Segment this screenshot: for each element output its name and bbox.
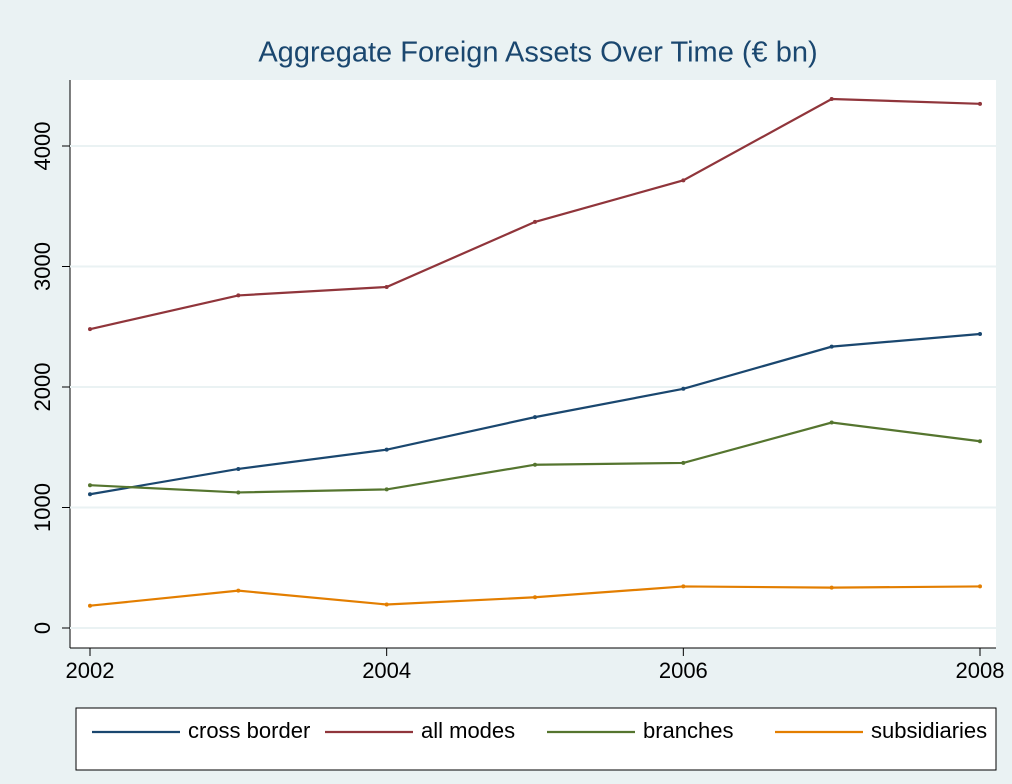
point: [88, 492, 92, 497]
point: [384, 602, 389, 607]
point: [681, 460, 686, 465]
y-tick-label: 3000: [30, 242, 55, 291]
point: [681, 584, 686, 589]
point: [384, 487, 389, 492]
chart-title: Aggregate Foreign Assets Over Time (€ bn…: [258, 37, 817, 69]
point: [978, 439, 982, 444]
point: [681, 178, 686, 183]
x-tick-label: 2004: [362, 658, 411, 683]
x-tick-label: 2002: [66, 658, 115, 683]
point: [829, 585, 834, 590]
point: [978, 331, 982, 336]
legend-label: branches: [643, 718, 734, 743]
point: [236, 490, 241, 495]
point: [88, 327, 92, 332]
point: [236, 466, 241, 471]
point: [829, 97, 834, 102]
legend-label: cross border: [188, 718, 310, 743]
x-tick-label: 2006: [659, 658, 708, 683]
legend-label: subsidiaries: [871, 718, 987, 743]
point: [384, 284, 389, 289]
point: [533, 595, 537, 600]
point: [533, 415, 537, 420]
point: [384, 447, 389, 452]
point: [533, 219, 537, 224]
point: [88, 483, 92, 488]
point: [88, 603, 92, 608]
y-tick-label: 1000: [30, 483, 55, 532]
point: [533, 462, 537, 467]
point: [978, 584, 982, 589]
point: [829, 420, 834, 425]
y-tick-label: 0: [30, 622, 55, 634]
plot-area: [70, 80, 996, 648]
x-tick-label: 2008: [956, 658, 1005, 683]
legend: [75, 707, 997, 771]
point: [681, 386, 686, 391]
y-tick-label: 4000: [30, 122, 55, 171]
point: [236, 588, 241, 593]
point: [236, 293, 241, 298]
y-tick-label: 2000: [30, 363, 55, 412]
point: [978, 101, 982, 106]
legend-label: all modes: [421, 718, 515, 743]
point: [829, 344, 834, 349]
